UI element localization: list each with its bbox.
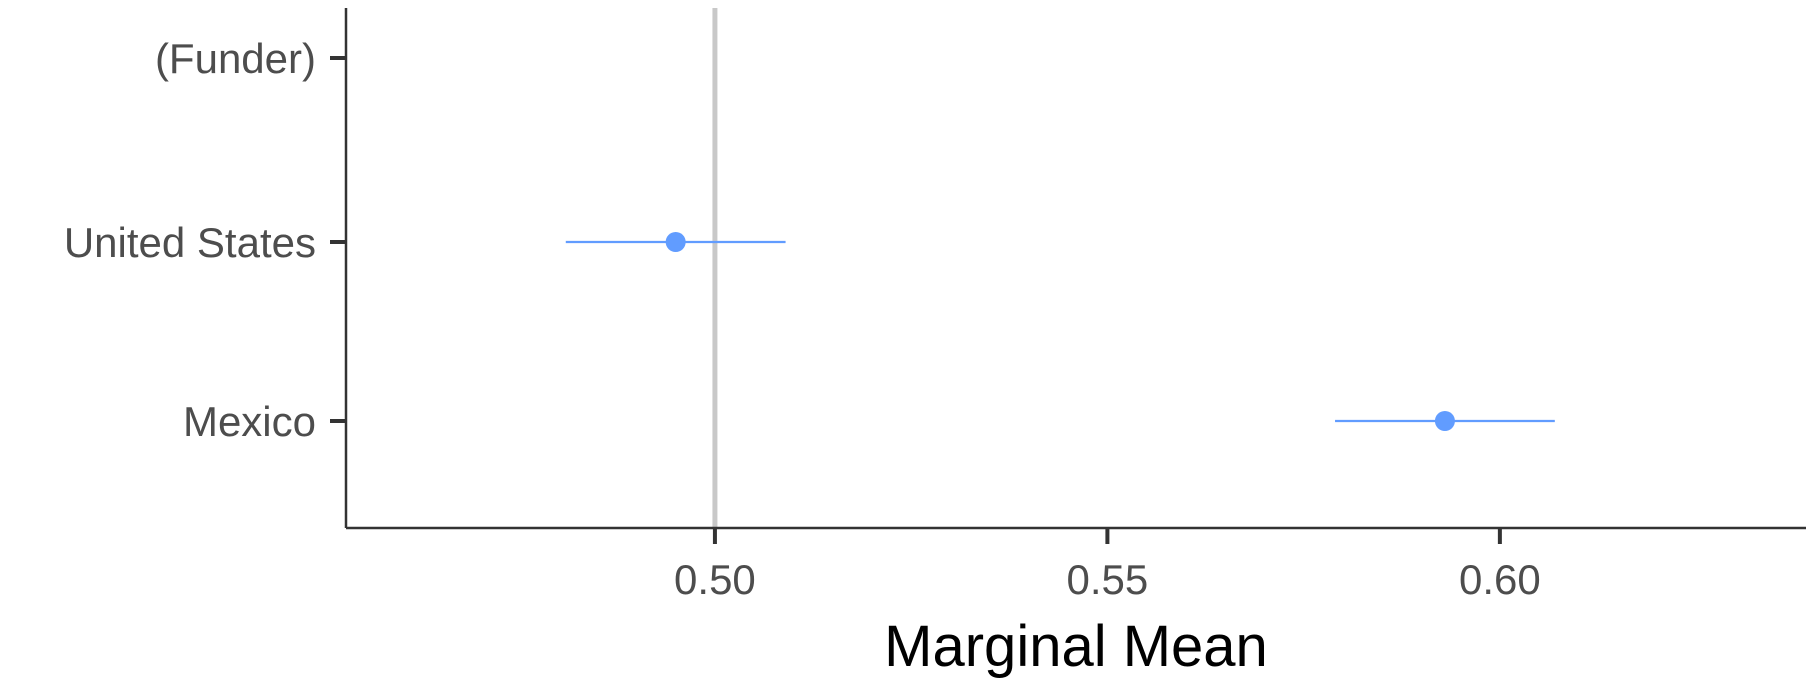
x-tick-label: 0.60 — [1459, 556, 1541, 603]
x-axis-ticks: 0.50 0.55 0.60 — [674, 528, 1541, 603]
x-tick-label: 0.50 — [674, 556, 756, 603]
x-axis-title: Marginal Mean — [884, 614, 1268, 679]
x-tick-label: 0.55 — [1067, 556, 1149, 603]
estimate-point — [665, 232, 686, 252]
estimate-points — [665, 232, 1455, 431]
y-tick-label: (Funder) — [155, 35, 316, 82]
y-tick-label: Mexico — [183, 398, 316, 445]
y-tick-label: United States — [64, 219, 316, 266]
estimate-point — [1434, 411, 1455, 431]
y-axis-ticks: (Funder) United States Mexico — [64, 35, 346, 445]
